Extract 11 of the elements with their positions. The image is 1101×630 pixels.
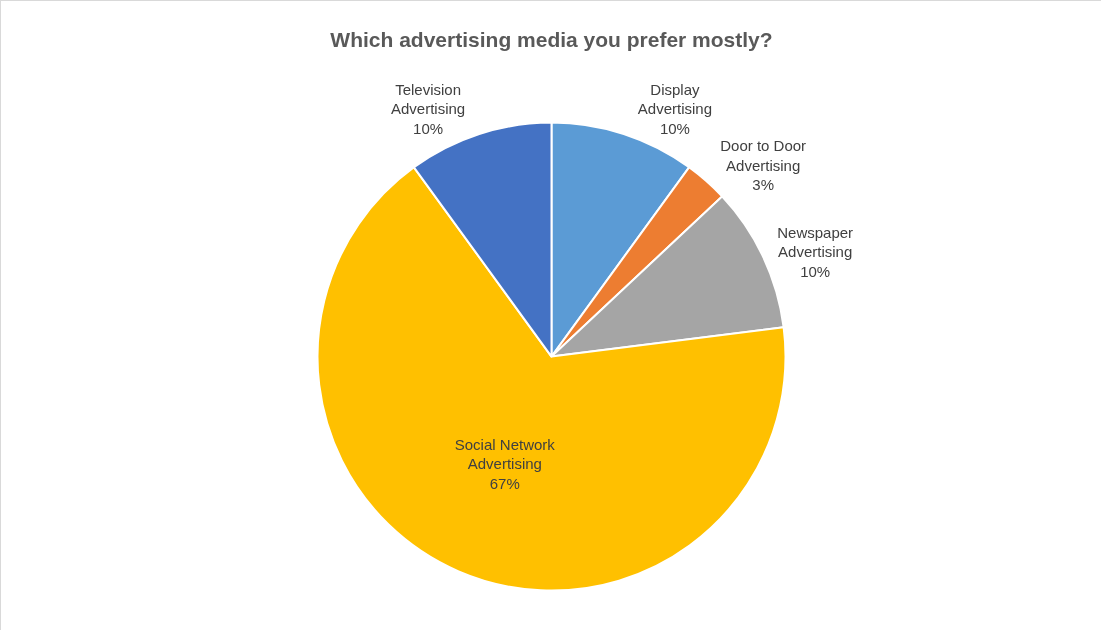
- slice-label: Social Network Advertising: [454, 435, 556, 473]
- data-label: 3%: [752, 176, 775, 194]
- slice-label: Display Advertising: [637, 80, 713, 118]
- data-label: 10%: [413, 119, 444, 137]
- data-label: 10%: [800, 262, 831, 280]
- chart-title: Which advertising media you prefer mostly?: [330, 28, 773, 52]
- slice-label: Television Advertising: [390, 80, 466, 118]
- data-label: 67%: [489, 474, 520, 492]
- data-label: 10%: [659, 119, 690, 137]
- slice-label: Door to Door Advertising: [720, 137, 807, 174]
- slice-label: Newspaper Advertising: [777, 223, 854, 261]
